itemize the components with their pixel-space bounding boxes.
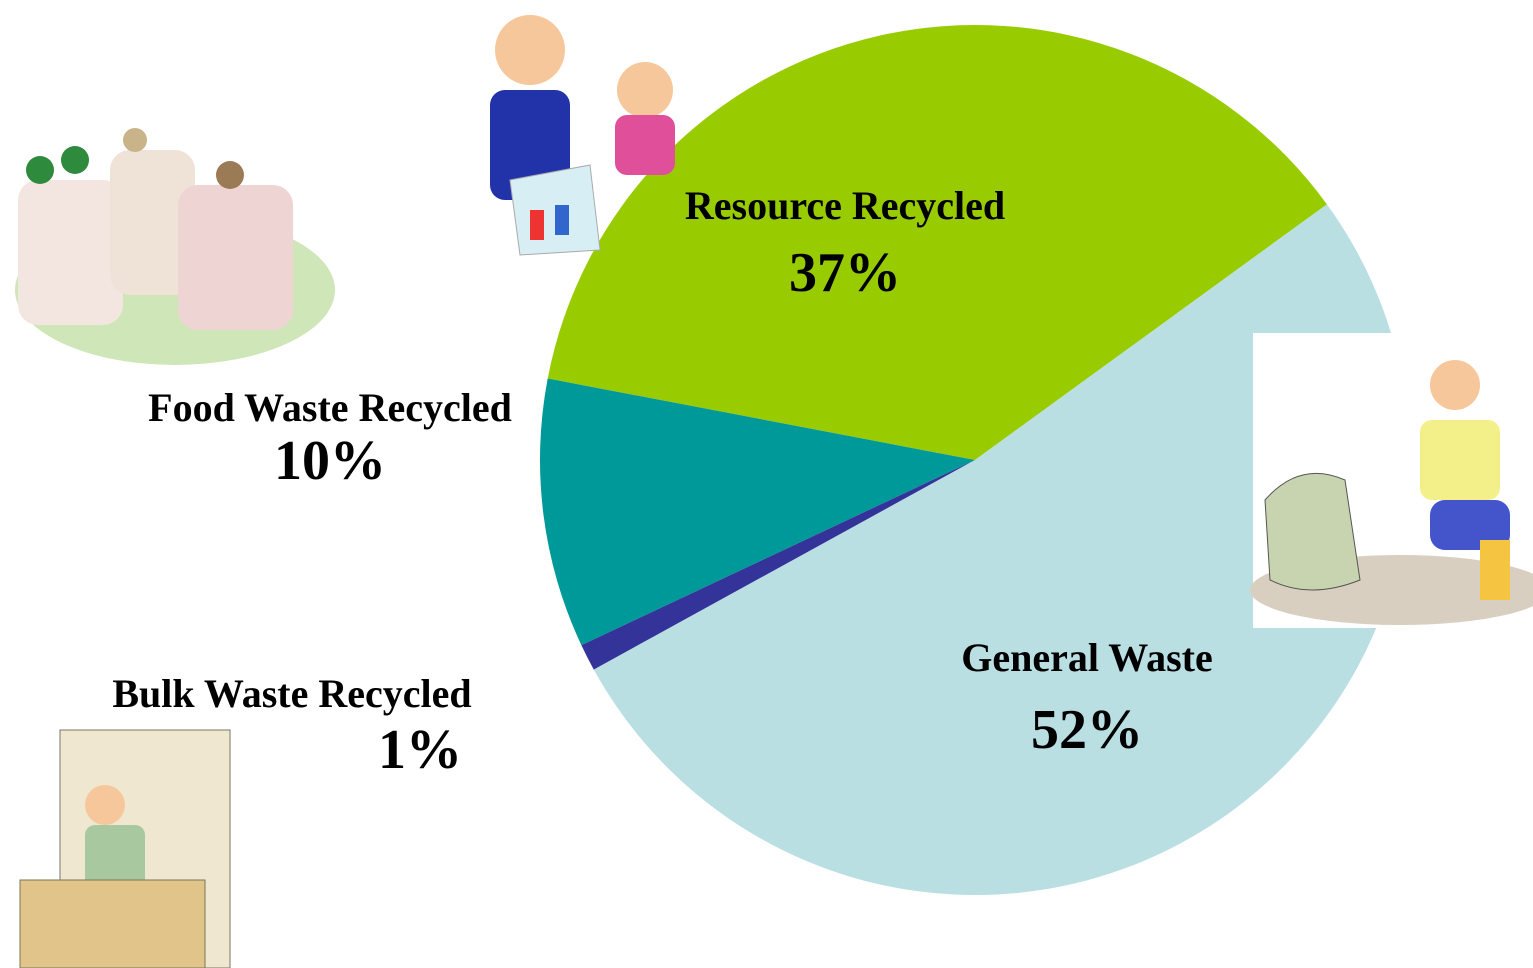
slice-value-label: 1% (378, 719, 462, 781)
slice-label: Bulk Waste Recycled (112, 671, 471, 716)
slice-value-label: 52% (1031, 699, 1143, 761)
slice-value-label: 37% (789, 242, 901, 304)
slice-label: General Waste (961, 635, 1212, 680)
slice-value-label: 10% (274, 430, 386, 492)
slice-label: Resource Recycled (685, 183, 1005, 228)
slice-label: Food Waste Recycled (148, 385, 512, 430)
food-bags-art (15, 128, 335, 365)
chart: Resource Recycled37%Food Waste Recycled1… (0, 0, 1533, 968)
gardener-art (1250, 333, 1533, 628)
carpenter-art (20, 730, 230, 968)
